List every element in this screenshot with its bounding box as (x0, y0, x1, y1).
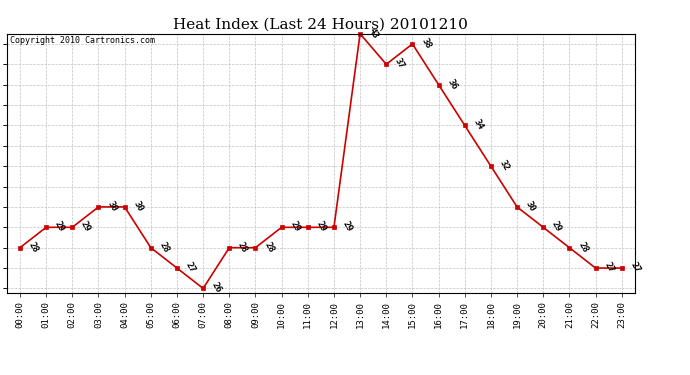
Text: 34: 34 (472, 118, 485, 132)
Text: 37: 37 (393, 57, 406, 70)
Text: 29: 29 (315, 220, 328, 234)
Text: 28: 28 (27, 240, 40, 254)
Title: Heat Index (Last 24 Hours) 20101210: Heat Index (Last 24 Hours) 20101210 (173, 17, 469, 31)
Text: 43: 43 (367, 26, 380, 40)
Text: 28: 28 (236, 240, 249, 254)
Text: 29: 29 (550, 220, 563, 234)
Text: 29: 29 (341, 220, 354, 234)
Text: 29: 29 (53, 220, 66, 234)
Text: 28: 28 (262, 240, 275, 254)
Text: 38: 38 (420, 36, 433, 50)
Text: 29: 29 (288, 220, 302, 234)
Text: 27: 27 (184, 260, 197, 274)
Text: 27: 27 (629, 260, 642, 274)
Text: 29: 29 (79, 220, 92, 234)
Text: 36: 36 (446, 77, 459, 91)
Text: 27: 27 (602, 260, 615, 274)
Text: 28: 28 (576, 240, 589, 254)
Text: 28: 28 (158, 240, 171, 254)
Text: 26: 26 (210, 281, 224, 295)
Text: 30: 30 (132, 199, 145, 213)
Text: Copyright 2010 Cartronics.com: Copyright 2010 Cartronics.com (10, 36, 155, 45)
Text: 30: 30 (106, 199, 119, 213)
Text: 30: 30 (524, 199, 538, 213)
Text: 32: 32 (498, 159, 511, 172)
